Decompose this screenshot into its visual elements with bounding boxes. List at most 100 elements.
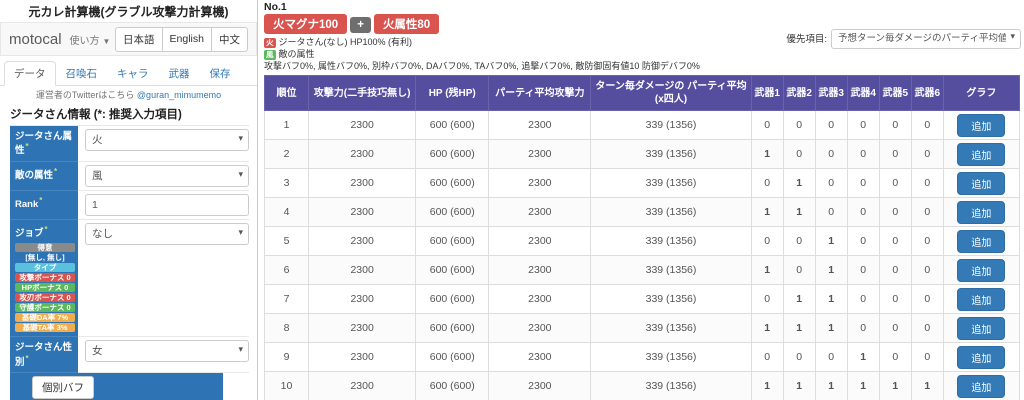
field-select-4[interactable]: 女	[85, 340, 249, 363]
cell-turn-damage: 339 (1356)	[590, 371, 752, 400]
buff-summary: 攻撃バフ0%, 属性バフ0%, 別枠バフ0%, DAバフ0%, TAバフ0%, …	[264, 61, 700, 71]
twitter-text: 運営者のTwitterはこちら	[35, 90, 135, 100]
job-badge: [無し, 無し]	[25, 253, 65, 263]
cell-hp: 600 (600)	[415, 255, 490, 286]
cell-weapon-6: 0	[910, 284, 944, 315]
cell-graph: 追加	[942, 226, 1021, 257]
add-button[interactable]: 追加	[957, 258, 1006, 282]
column-header-6: 武器2	[782, 75, 816, 112]
cell-hp: 600 (600)	[415, 110, 490, 141]
job-badges: 得意 [無し, 無し] タイプ 攻撃ボーナス 0 HPボーナス 0 攻刃ボーナス 0 守護ボ…	[15, 243, 75, 333]
cell-graph: 追加	[942, 139, 1021, 170]
cell-weapon-1: 1	[750, 371, 784, 400]
table-row: 7 2300 600 (600) 2300 339 (1356) 0 1 1 0 0 0 追加	[263, 284, 1021, 315]
info-line-1: 風敵の属性	[264, 49, 1020, 60]
add-button[interactable]: 追加	[957, 113, 1006, 137]
field-label-text: ジョブ	[15, 228, 44, 240]
column-header-2: HP (残HP)	[415, 75, 490, 112]
individual-buff-button[interactable]: 個別バフ	[32, 376, 94, 400]
section-title: ジータさん情報 (*: 推奨入力項目)	[10, 109, 182, 121]
cell-weapon-3: 1	[814, 313, 848, 344]
twitter-handle-link[interactable]: @guran_mimumemo	[136, 90, 222, 100]
language-button-en[interactable]: English	[162, 26, 212, 52]
cell-turn-damage: 339 (1356)	[590, 110, 752, 141]
cell-weapon-1: 1	[750, 197, 784, 228]
add-button[interactable]: 追加	[957, 171, 1006, 195]
job-badge: HPボーナス 0	[15, 283, 75, 293]
add-button[interactable]: 追加	[957, 287, 1006, 311]
cell-weapon-2: 0	[782, 226, 816, 257]
field-label-4: ジータさん性別*	[10, 337, 78, 374]
cell-attack: 2300	[308, 371, 417, 400]
cell-rank: 3	[263, 168, 310, 199]
add-button[interactable]: 追加	[957, 200, 1006, 224]
cell-weapon-6: 0	[910, 313, 944, 344]
cell-weapon-3: 0	[814, 197, 848, 228]
field-label-3: ジョブ* 得意 [無し, 無し] タイプ 攻撃ボーナス 0 HPボーナス 0 攻刃ボーナス …	[10, 219, 78, 338]
cell-hp: 600 (600)	[415, 168, 490, 199]
add-button[interactable]: 追加	[957, 229, 1006, 253]
cell-weapon-6: 0	[910, 197, 944, 228]
cell-weapon-3: 1	[814, 284, 848, 315]
job-badge: 攻撃ボーナス 0	[15, 273, 75, 283]
cell-turn-damage: 339 (1356)	[590, 226, 752, 257]
cell-attack: 2300	[308, 226, 417, 257]
cell-weapon-3: 0	[814, 110, 848, 141]
cell-party-avg-attack: 2300	[488, 139, 592, 170]
field-input-2[interactable]	[85, 193, 249, 216]
cell-party-avg-attack: 2300	[488, 110, 592, 141]
brand-logo[interactable]: motocal	[9, 30, 62, 48]
add-button[interactable]: 追加	[957, 374, 1006, 398]
tab-1[interactable]: 召喚石	[65, 68, 98, 80]
language-button-ja[interactable]: 日本語	[115, 26, 163, 52]
add-button[interactable]: 追加	[957, 316, 1006, 340]
add-button[interactable]: 追加	[957, 345, 1006, 369]
field-cell-4: 女	[78, 337, 249, 374]
cell-turn-damage: 339 (1356)	[590, 197, 752, 228]
cell-weapon-5: 0	[878, 313, 912, 344]
job-badge: 基礎TA率 3%	[15, 323, 75, 333]
usage-menu[interactable]: 使い方 ▼	[70, 32, 111, 47]
column-header-0: 順位	[263, 75, 310, 112]
field-select-0[interactable]: 火	[85, 129, 249, 151]
field-label-text: ジータさん属性	[15, 131, 73, 157]
cell-hp: 600 (600)	[415, 284, 490, 315]
job-badge: 攻刃ボーナス 0	[15, 293, 75, 303]
table-row: 10 2300 600 (600) 2300 339 (1356) 1 1 1 1 1 1 追加	[263, 371, 1021, 400]
add-button[interactable]: 追加	[957, 142, 1006, 166]
summon-badge-1[interactable]: +	[350, 17, 371, 33]
cell-rank: 2	[263, 139, 310, 170]
twitter-line: 運営者のTwitterはこちら @guran_mimumemo	[0, 86, 257, 102]
field-select-1[interactable]: 風	[85, 164, 249, 187]
cell-weapon-4: 1	[846, 342, 880, 373]
summon-badge-2[interactable]: 火属性80	[373, 14, 440, 34]
cell-weapon-5: 0	[878, 284, 912, 315]
cell-weapon-6: 0	[910, 168, 944, 199]
priority-select[interactable]: 予想ターン毎ダメージのパーティ平均値	[831, 28, 1021, 49]
tab-3[interactable]: 武器	[168, 68, 190, 80]
language-button-zh[interactable]: 中文	[212, 26, 248, 52]
job-badge: 得意	[15, 243, 75, 253]
table-row: 1 2300 600 (600) 2300 339 (1356) 0 0 0 0 0 0 追加	[263, 110, 1021, 141]
individual-buff-row: 個別バフ	[10, 373, 223, 400]
summon-badge-0[interactable]: 火マグナ100	[264, 14, 348, 34]
tab-0[interactable]: データ	[4, 61, 56, 86]
cell-weapon-1: 0	[750, 168, 784, 199]
field-cell-2	[78, 191, 249, 220]
info-line-text: 敵の属性	[278, 49, 315, 59]
cell-graph: 追加	[942, 110, 1021, 141]
cell-attack: 2300	[308, 284, 417, 315]
cell-rank: 1	[263, 110, 310, 141]
cell-weapon-1: 1	[750, 139, 784, 170]
cell-weapon-1: 0	[750, 226, 784, 257]
table-row: 6 2300 600 (600) 2300 339 (1356) 1 0 1 0 0 0 追加	[263, 255, 1021, 286]
column-header-10: 武器6	[910, 75, 944, 112]
cell-weapon-6: 0	[910, 139, 944, 170]
cell-hp: 600 (600)	[415, 226, 490, 257]
field-label-0: ジータさん属性*	[10, 126, 78, 162]
field-select-3[interactable]: なし	[85, 222, 249, 245]
cell-rank: 4	[263, 197, 310, 228]
tab-4[interactable]: 保存	[209, 68, 231, 80]
field-label-2: Rank*	[10, 190, 78, 220]
tab-2[interactable]: キャラ	[117, 68, 149, 80]
